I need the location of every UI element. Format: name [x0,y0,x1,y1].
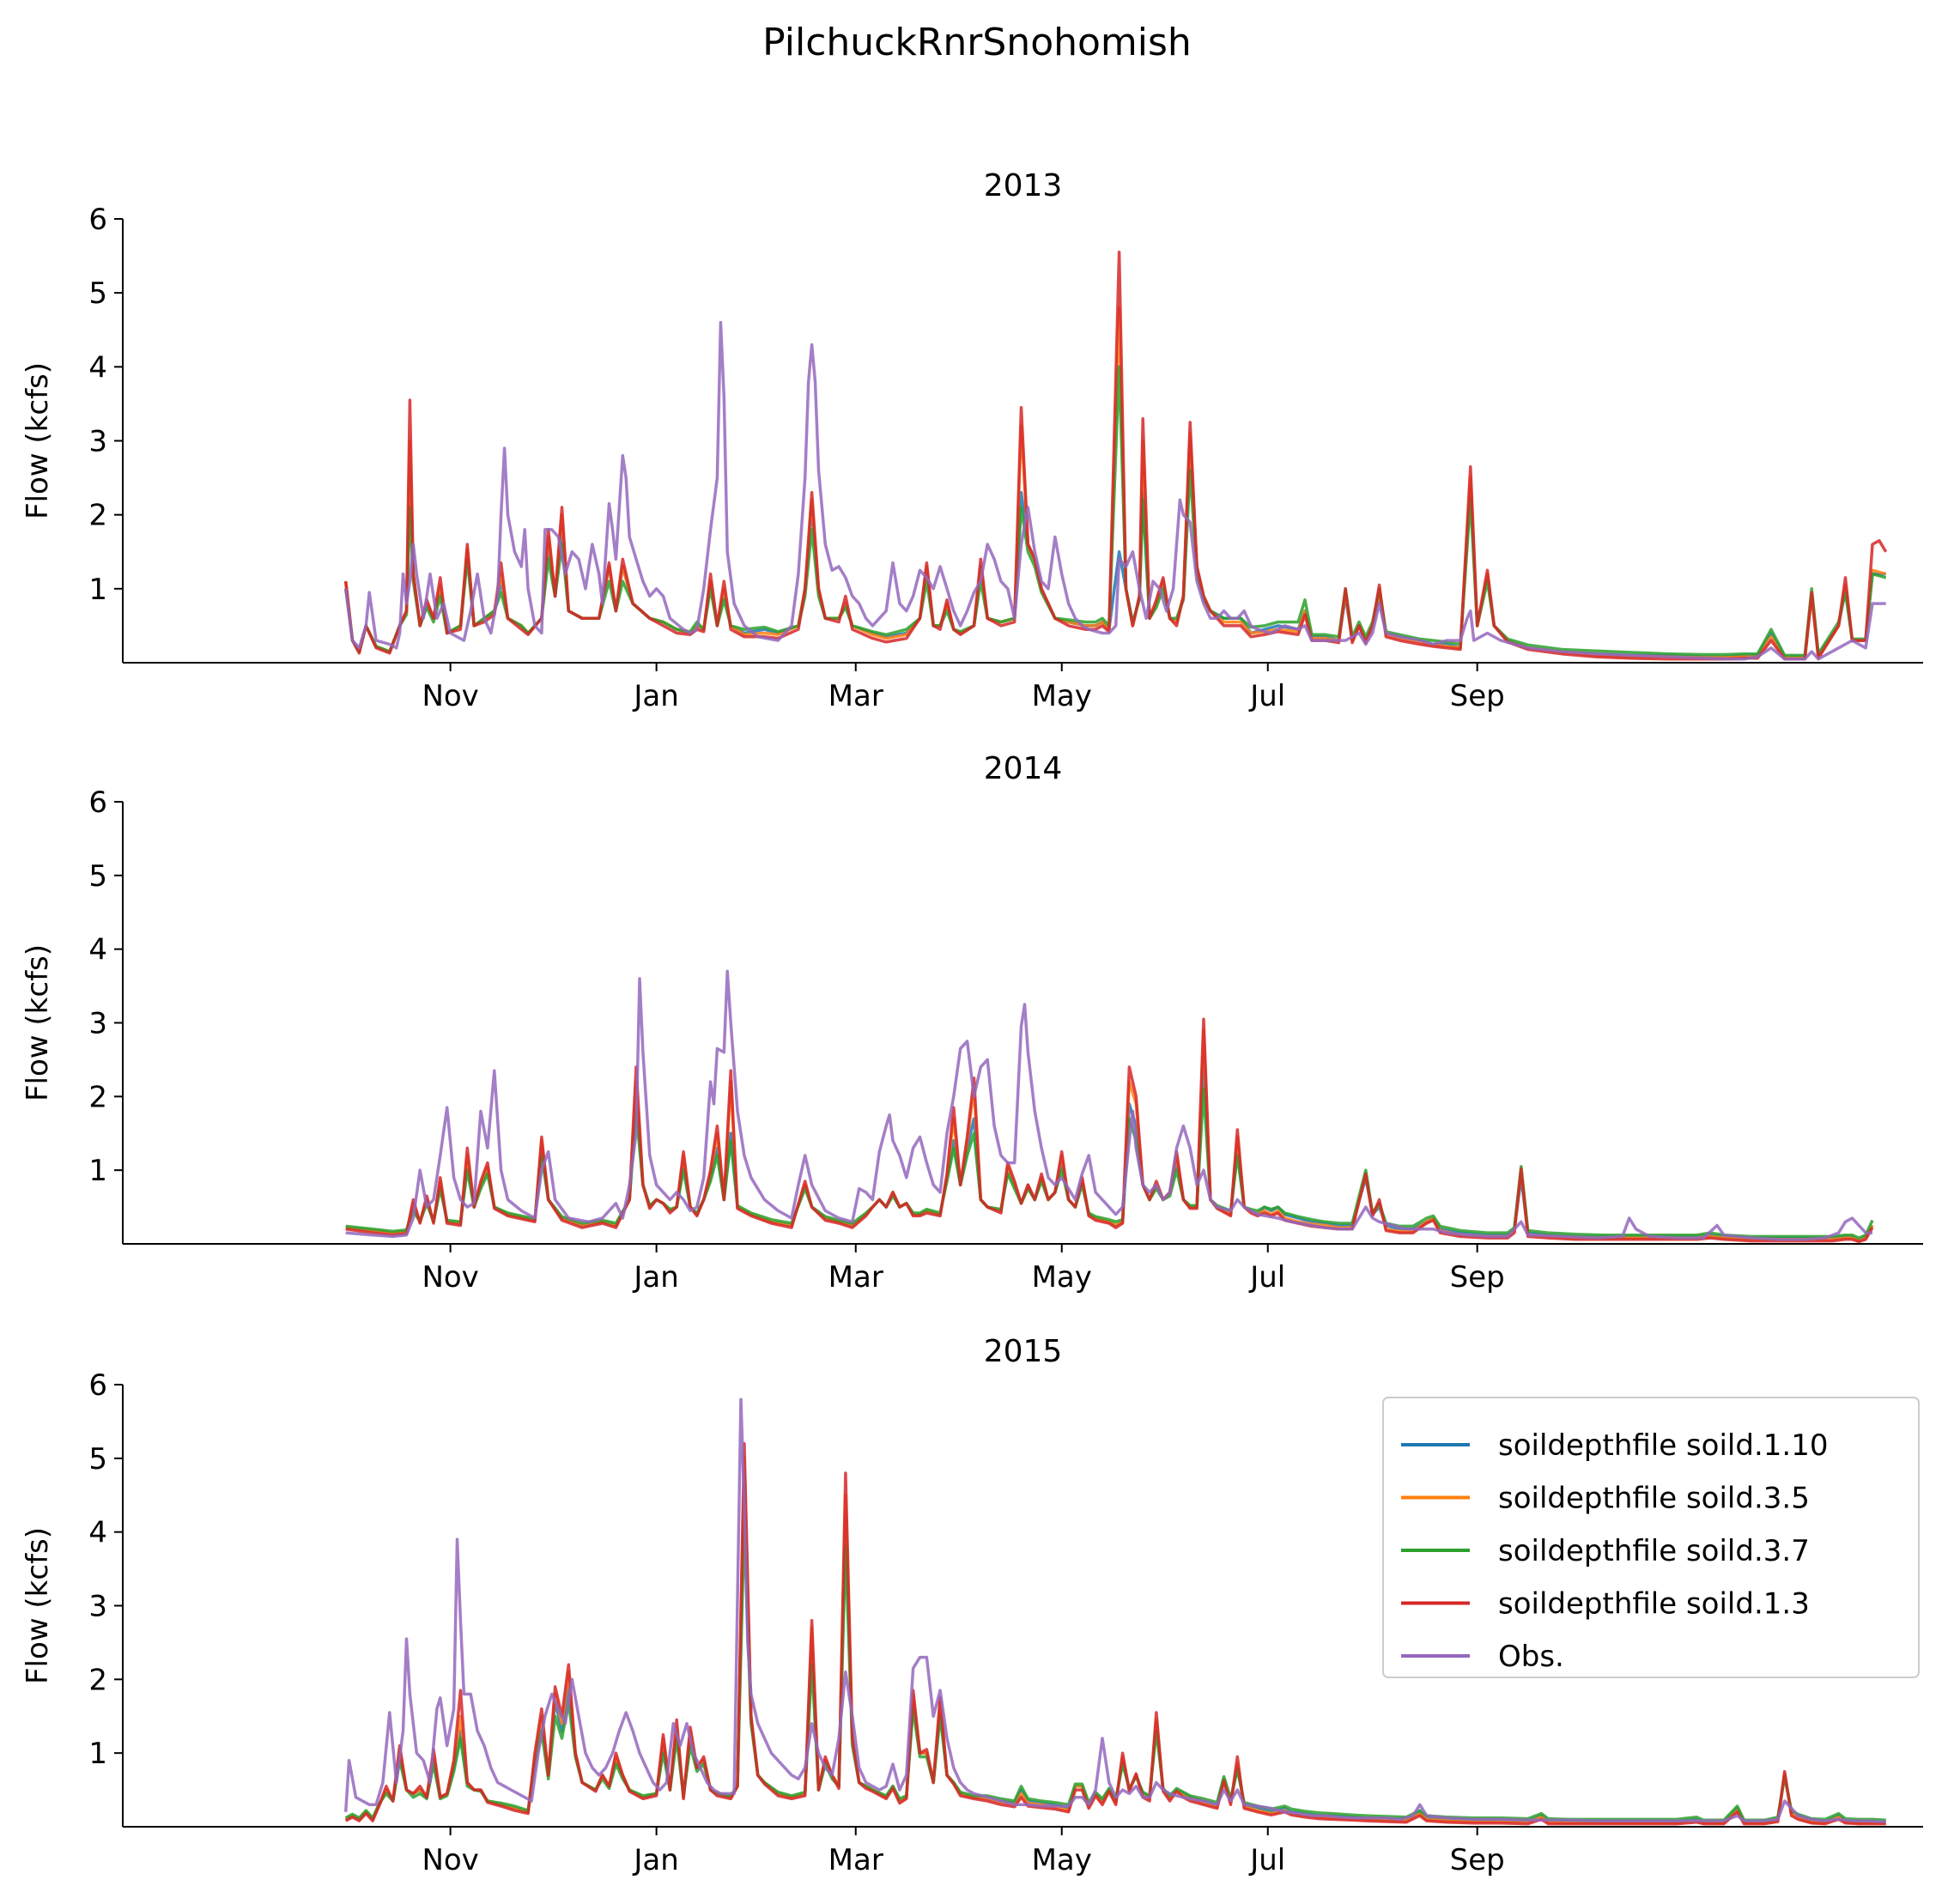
legend-items: soildepthfile soild.1.10 soildepthfile so… [1401,1428,1828,1674]
y-tick-label: 4 [88,933,107,967]
x-tick-label: May [1032,1260,1092,1295]
y-tick-label: 2 [88,1663,107,1697]
y-tick-label: 4 [88,350,107,385]
legend-label: soildepthfile soild.3.5 [1498,1482,1810,1516]
y-tick-label: 1 [88,573,107,607]
x-tick-label: Jan [632,679,678,713]
y-tick-label: 5 [88,1442,107,1477]
x-tick-label: Nov [422,1843,478,1877]
panel-2014: 2014 1 2 3 4 5 6 Nov Jan Mar May Jul Sep Flow (kcfs) [21,751,1923,1295]
panel-title: 2014 [984,751,1063,786]
x-tick-label: Jul [1248,1260,1285,1295]
panel-title: 2013 [984,168,1063,203]
figure-suptitle: PilchuckRnrSnohomish [762,21,1192,64]
y-tick-label: 1 [88,1737,107,1771]
x-tick-label: Jul [1248,679,1285,713]
legend-label: soildepthfile soild.3.7 [1498,1534,1810,1568]
series-line-soildepthfile-soild-1-3 [343,251,1888,661]
legend-box [1382,1397,1920,1678]
legend: soildepthfile soild.1.10 soildepthfile so… [1382,1397,1920,1678]
y-axis-label: Flow (kcfs) [21,944,55,1101]
panel-2013: 2013 1 2 3 4 5 6 Nov Jan Mar May Jul Sep Flow (kcfs) [21,168,1923,713]
x-tick-label: Jan [632,1260,678,1295]
x-tick-label: May [1032,1843,1092,1877]
x-tick-label: Sep [1450,1843,1505,1877]
panel-title: 2015 [984,1334,1063,1369]
y-tick-label: 2 [88,1080,107,1114]
y-tick-label: 6 [88,203,107,237]
series-line-obs- [345,969,1872,1241]
series-line-obs- [343,1398,1886,1823]
x-tick-label: Sep [1450,679,1505,713]
y-tick-label: 1 [88,1154,107,1188]
legend-label: soildepthfile soild.1.3 [1498,1587,1810,1622]
x-tick-label: Sep [1450,1260,1505,1295]
x-tick-label: Mar [828,679,883,713]
y-tick-label: 2 [88,499,107,533]
y-axis-label: Flow (kcfs) [21,362,55,519]
x-tick-label: May [1032,679,1092,713]
y-tick-label: 5 [88,276,107,311]
x-tick-label: Nov [422,1260,478,1295]
y-tick-label: 3 [88,425,107,459]
legend-label: soildepthfile soild.1.10 [1498,1428,1828,1463]
legend-label: Obs. [1498,1640,1564,1674]
y-axis-label: Flow (kcfs) [21,1527,55,1684]
y-tick-label: 4 [88,1516,107,1550]
y-tick-label: 5 [88,859,107,894]
y-tick-label: 3 [88,1590,107,1624]
x-tick-label: Mar [828,1843,883,1877]
x-tick-label: Mar [828,1260,883,1295]
x-tick-label: Nov [422,679,478,713]
series-line-obs- [343,320,1886,661]
y-tick-label: 6 [88,785,107,820]
y-tick-label: 6 [88,1368,107,1403]
x-tick-label: Jul [1248,1843,1285,1877]
x-tick-label: Jan [632,1843,678,1877]
panel-2015: 2015 1 2 3 4 5 6 Nov Jan Mar May Jul Sep Flow (kcfs) [21,1334,1923,1877]
y-tick-label: 3 [88,1007,107,1041]
